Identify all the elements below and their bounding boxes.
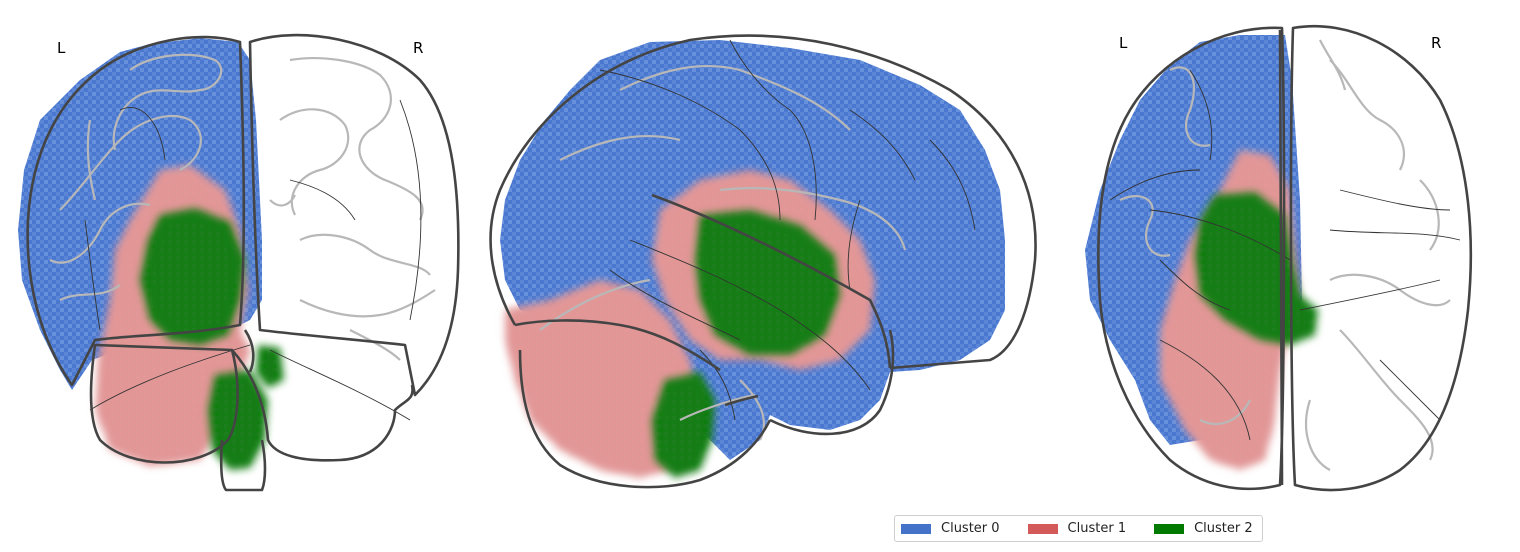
coronal-left-label: L <box>57 39 66 57</box>
legend-label-cluster2: Cluster 2 <box>1194 521 1253 536</box>
coronal-sulci <box>49 53 436 361</box>
coronal-right-label: R <box>413 39 423 57</box>
coronal-fine-lines <box>84 99 422 421</box>
legend-item-cluster2: Cluster 2 <box>1154 521 1253 536</box>
legend-item-cluster0: Cluster 0 <box>901 521 1000 536</box>
coronal-cluster2-small-blob <box>256 345 284 388</box>
axial-outline <box>1097 24 1473 492</box>
sagittal-fine-lines <box>599 39 976 421</box>
legend-label-cluster1: Cluster 1 <box>1067 521 1127 536</box>
axial-fine-lines <box>1109 69 1461 441</box>
axial-sulci <box>1119 39 1451 471</box>
legend: Cluster 0 Cluster 1 Cluster 2 <box>894 515 1263 542</box>
sagittal-view <box>489 34 1037 489</box>
axial-view: L R <box>1085 24 1473 492</box>
sagittal-outline <box>489 34 1037 489</box>
legend-item-cluster1: Cluster 1 <box>1027 521 1127 536</box>
axial-left-label: L <box>1119 34 1128 52</box>
sagittal-cluster2-upper-blob <box>695 210 840 355</box>
legend-swatch-cluster1 <box>1027 523 1058 534</box>
coronal-view: L R <box>18 33 460 492</box>
sagittal-cluster1-front-blob <box>505 280 700 478</box>
coronal-outline <box>26 33 460 492</box>
axial-cluster2-blob <box>1195 192 1318 345</box>
legend-label-cluster0: Cluster 0 <box>941 521 1000 536</box>
legend-swatch-cluster2 <box>1154 523 1185 534</box>
sagittal-cluster2-lower-blob <box>652 372 715 478</box>
axial-right-label: R <box>1431 34 1441 52</box>
legend-swatch-cluster0 <box>901 523 931 534</box>
coronal-cluster2-blob <box>140 208 245 345</box>
